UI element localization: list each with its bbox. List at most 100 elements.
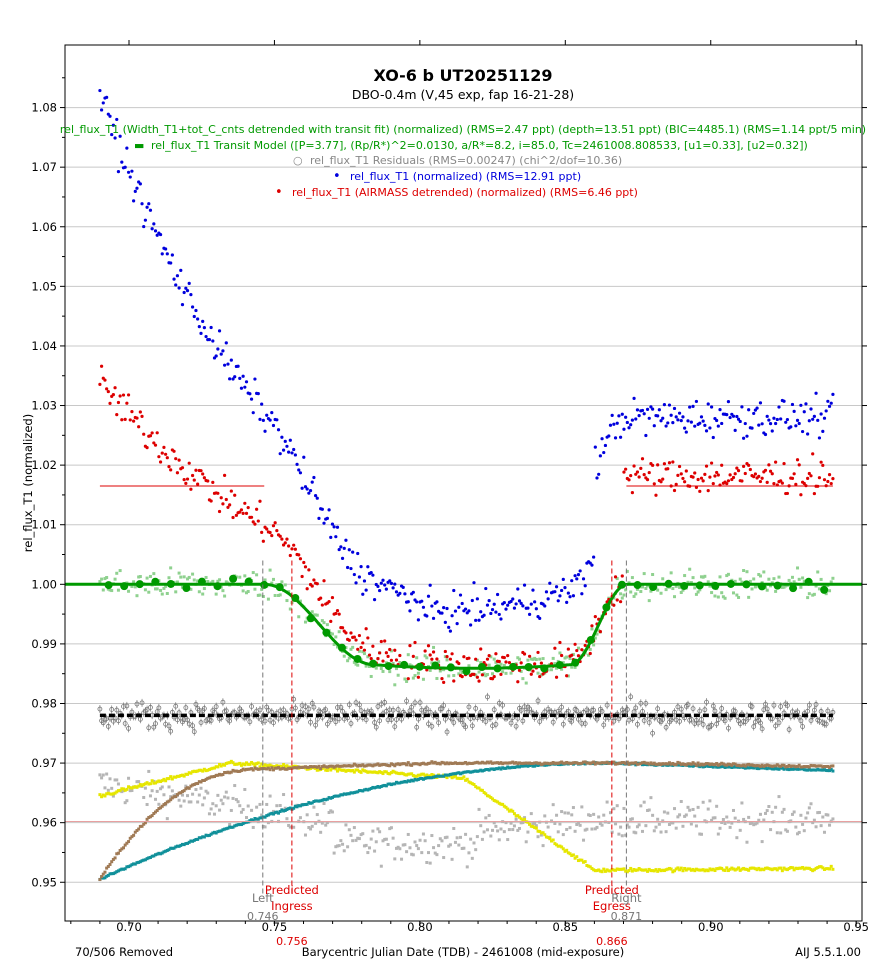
residual-point <box>190 723 195 729</box>
airmass-point <box>750 866 754 870</box>
airmass-point <box>752 866 756 870</box>
airmass-point <box>715 867 719 871</box>
airmass-point <box>539 831 543 835</box>
airmass-detrended-point <box>733 472 737 476</box>
tot-cnts-point <box>521 764 525 768</box>
residual-point <box>818 709 824 714</box>
airmass-detrended-point <box>462 655 466 659</box>
airmass-detrended-point <box>480 673 485 677</box>
residual-point <box>404 698 409 704</box>
tot-cnts-point <box>263 815 267 819</box>
tot-cnts-point <box>199 836 203 840</box>
raw-flux-point <box>236 364 240 368</box>
width-point <box>191 783 195 787</box>
width-point <box>600 761 604 765</box>
detrended-point <box>113 577 117 581</box>
aux-gray-point <box>703 819 707 823</box>
airmass-point <box>718 866 722 870</box>
width-point <box>541 762 545 766</box>
airmass-point <box>464 778 468 782</box>
tot-cnts-point <box>349 791 353 795</box>
airmass-detrended-point <box>292 543 296 547</box>
width-point <box>394 762 398 766</box>
airmass-detrended-point <box>123 417 127 421</box>
airmass-detrended-point <box>624 467 628 471</box>
airmass-detrended-point <box>302 560 306 565</box>
width-point <box>587 761 591 765</box>
raw-flux-point <box>691 404 695 408</box>
detrended-point <box>256 593 260 597</box>
tot-cnts-point <box>165 848 169 852</box>
airmass-point <box>324 768 328 772</box>
width-point <box>271 768 275 772</box>
width-point <box>159 806 163 810</box>
airmass-point <box>764 866 768 870</box>
raw-flux-point <box>651 407 655 411</box>
width-point <box>757 764 761 768</box>
airmass-point <box>172 775 176 779</box>
tot-cnts-point <box>428 776 432 780</box>
airmass-detrended-point <box>371 644 375 648</box>
aux-gray-point <box>406 832 410 836</box>
raw-flux-point <box>342 546 346 550</box>
tot-cnts-point <box>278 809 282 813</box>
raw-flux-point <box>613 436 618 440</box>
aux-gray-point <box>482 830 486 834</box>
airmass-detrended-point <box>570 653 574 657</box>
airmass-detrended-point <box>413 640 417 645</box>
airmass-detrended-point <box>713 474 717 478</box>
residual-point <box>373 724 379 730</box>
aux-gray-point <box>502 830 506 834</box>
marker-label: Predicted <box>265 883 319 897</box>
aux-gray-point <box>346 845 350 849</box>
aux-gray-point <box>524 840 528 844</box>
detrended-point <box>460 670 464 674</box>
raw-flux-point <box>401 585 405 589</box>
raw-flux-point <box>384 587 388 591</box>
airmass-detrended-point <box>261 539 265 543</box>
raw-flux-point <box>472 581 476 585</box>
binned-point <box>260 580 269 589</box>
detrended-point <box>218 578 222 582</box>
tot-cnts-point <box>757 767 761 771</box>
aux-gray-point <box>169 795 173 799</box>
width-point <box>743 764 747 768</box>
tot-cnts-point <box>745 766 749 770</box>
airmass-point <box>143 782 147 786</box>
airmass-point <box>583 860 587 864</box>
aux-gray-point <box>187 800 191 804</box>
airmass-point <box>657 868 661 872</box>
tot-cnts-point <box>780 766 784 770</box>
width-point <box>420 762 424 766</box>
tot-cnts-point <box>785 767 789 771</box>
tot-cnts-point <box>410 778 414 782</box>
tot-cnts-point <box>226 826 230 830</box>
width-point <box>644 761 648 765</box>
airmass-point <box>381 772 385 776</box>
aux-gray-point <box>415 844 419 848</box>
airmass-detrended-point <box>234 513 238 517</box>
chart-title: XO-6 b UT20251129 <box>374 66 553 85</box>
width-point <box>491 761 495 765</box>
tot-cnts-point <box>130 863 134 867</box>
airmass-point <box>147 782 151 786</box>
width-point <box>699 762 703 766</box>
airmass-detrended-point <box>768 469 773 473</box>
detrended-point <box>620 596 624 600</box>
width-point <box>612 760 616 764</box>
raw-flux-point <box>376 584 380 589</box>
detrended-point <box>273 593 277 597</box>
raw-flux-point <box>703 423 707 427</box>
aux-gray-point <box>472 841 476 845</box>
aux-gray-point <box>366 851 370 855</box>
raw-flux-point <box>98 88 102 93</box>
airmass-point <box>812 868 816 872</box>
width-point <box>571 761 575 765</box>
airmass-point <box>184 772 188 776</box>
raw-flux-point <box>575 577 579 581</box>
raw-flux-point <box>372 598 377 602</box>
width-point <box>652 761 656 765</box>
airmass-detrended-point <box>691 475 695 479</box>
tot-cnts-point <box>465 770 469 774</box>
detrended-point <box>366 655 370 659</box>
